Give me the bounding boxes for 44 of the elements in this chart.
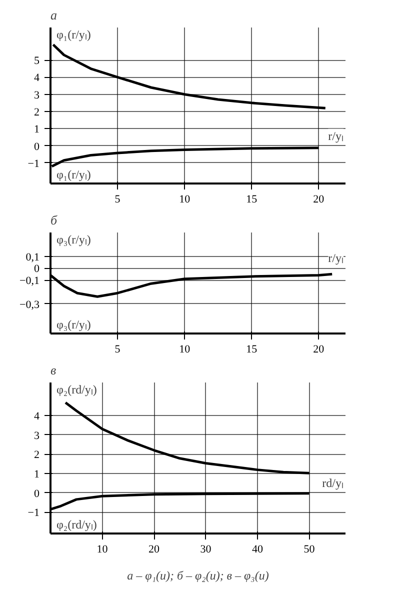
x-tick-label: 40 [252,544,264,556]
y-tick-label: 2 [34,449,40,462]
x-tick-label: 10 [179,194,191,206]
y-tick-label: −0,1 [20,275,40,288]
y-tick-label: 0,1 [26,251,40,264]
annotation: φ₂(rd/yₗ) [56,518,97,532]
x-tick-label: 15 [246,194,258,206]
y-tick-label: 5 [34,55,40,68]
y-tick-label: 0 [34,263,40,276]
y-tick-label: −1 [28,507,40,520]
x-axis-title: rd/yₗ [322,476,344,490]
y-tick-label: 3 [34,89,40,102]
y-tick-label: 0 [34,140,40,153]
y-axis-title: φ₃(r/yₗ) [56,232,91,246]
y-tick-label: 1 [34,124,40,136]
annotation: φ₁(r/yₗ) [56,168,91,182]
annotation: φ₃(r/yₗ) [56,318,91,332]
y-tick-label: −1 [28,158,40,170]
x-tick-label: 10 [96,544,108,556]
y-tick-label: −0,3 [20,298,40,311]
y-tick-label: 4 [34,410,40,422]
x-tick-label: 20 [313,194,325,206]
chart-title: в [50,362,56,378]
x-tick-label: 20 [148,544,160,556]
line-series [64,401,311,474]
x-tick-label: 10 [179,344,191,356]
text: а – φ₁(u); б – φ₂(u); в – φ₃(u) [127,568,269,582]
y-tick-label: 2 [34,106,40,118]
y-tick-label: 1 [34,468,40,480]
x-axis-title: r/yₗ [328,251,344,266]
x-tick-label: 15 [246,344,258,356]
x-tick-label: 20 [313,344,325,356]
y-axis-title: φ₂(rd/yₗ) [56,382,97,396]
x-axis-title: r/yₗ [328,128,344,143]
x-tick-label: 30 [200,544,212,556]
y-tick-label: 0 [34,488,40,500]
x-tick-label: 5 [114,344,121,356]
y-axis-title: φ₁(r/yₗ) [56,28,91,42]
chart-title: а [50,8,58,22]
y-tick-label: 3 [34,430,40,442]
chart-title: б [50,212,58,228]
x-tick-label: 5 [114,194,121,206]
y-tick-label: 4 [34,72,40,84]
x-tick-label: 50 [304,544,316,556]
